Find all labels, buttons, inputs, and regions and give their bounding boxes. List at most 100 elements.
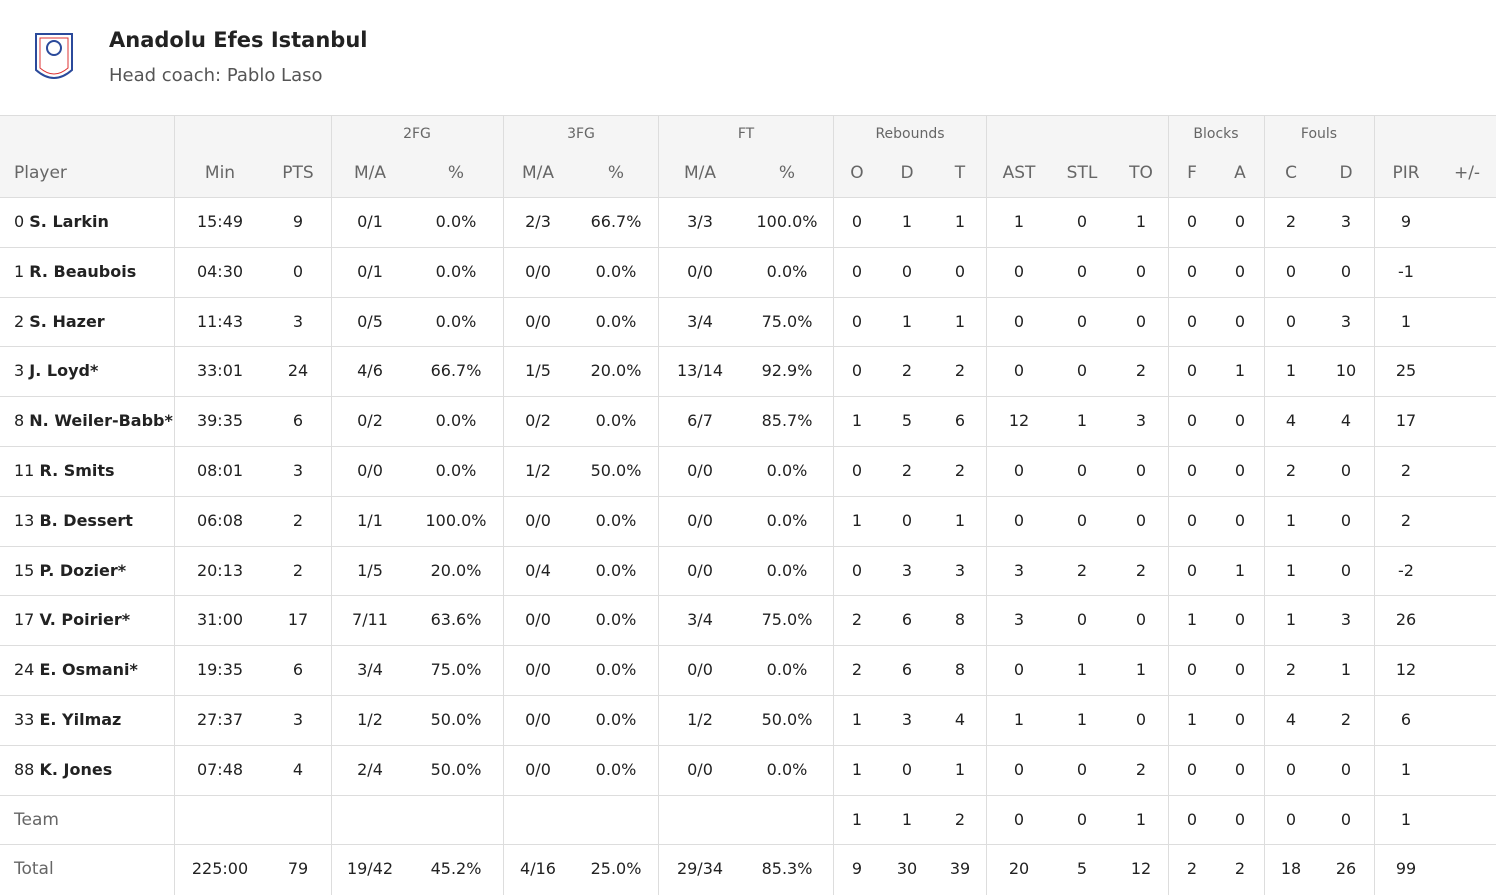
stat-cell: 0.0% — [595, 510, 637, 530]
stat-cell: 0 — [1186, 411, 1198, 431]
player-number: 0 — [14, 211, 25, 231]
column-label: D — [1339, 163, 1353, 183]
stat-cell: 2 — [851, 660, 863, 680]
stat-cell: 3/4 — [687, 610, 713, 630]
stat-cell: 0 — [1234, 261, 1246, 281]
divider — [0, 446, 1496, 447]
stat-cell: 0 — [1234, 759, 1246, 779]
stat-cell: 1/2 — [357, 709, 383, 729]
stat-cell: 63.6% — [430, 610, 482, 630]
stat-cell: 50.0% — [761, 709, 813, 729]
team-name: Anadolu Efes Istanbul — [109, 28, 368, 52]
stat-cell: 0 — [1076, 809, 1088, 829]
player-number: 33 — [14, 709, 35, 729]
stat-cell: 4 — [1285, 709, 1297, 729]
column-label: STL — [1066, 163, 1098, 183]
column-divider — [174, 115, 175, 895]
divider — [0, 695, 1496, 696]
stat-cell: 2 — [1135, 361, 1147, 381]
stat-cell: 0 — [1013, 660, 1025, 680]
stat-cell: 1 — [1340, 660, 1352, 680]
stat-cell: 66.7% — [430, 361, 482, 381]
stat-cell: 39 — [949, 859, 971, 879]
stat-cell: 0 — [851, 560, 863, 580]
player-cell: 88 K. Jones — [14, 760, 112, 780]
stat-cell: 0 — [1285, 261, 1297, 281]
stat-cell: 0 — [1234, 510, 1246, 530]
stat-cell: 2 — [1135, 759, 1147, 779]
stat-cell: 50.0% — [590, 460, 642, 480]
player-name: J. Loyd* — [29, 361, 99, 381]
column-divider — [1374, 115, 1375, 895]
stat-cell: 0.0% — [595, 411, 637, 431]
stat-cell: 2 — [954, 460, 966, 480]
column-label: Player — [14, 163, 67, 183]
player-cell: 2 S. Hazer — [14, 312, 105, 332]
stat-cell: 0 — [1340, 560, 1352, 580]
stat-cell: 1 — [901, 311, 913, 331]
stat-cell: 0 — [1285, 809, 1297, 829]
player-cell: 13 B. Dessert — [14, 511, 133, 531]
stat-cell: 1 — [1135, 660, 1147, 680]
column-label: % — [607, 163, 625, 183]
stat-cell: 1 — [851, 809, 863, 829]
stat-cell: 0 — [1135, 311, 1147, 331]
column-label: A — [1234, 163, 1246, 183]
stat-cell: 3 — [1013, 560, 1025, 580]
stat-cell: 2 — [292, 560, 304, 580]
player-cell: 1 R. Beaubois — [14, 262, 136, 282]
player-cell: 3 J. Loyd* — [14, 361, 98, 381]
column-label: Min — [204, 163, 236, 183]
column-label: O — [850, 163, 864, 183]
column-label: AST — [1002, 163, 1036, 183]
stat-cell: 0 — [901, 759, 913, 779]
stat-cell: 2 — [851, 610, 863, 630]
stat-cell: 0 — [1186, 311, 1198, 331]
stat-cell: 0 — [1013, 460, 1025, 480]
column-label: M/A — [353, 163, 387, 183]
team-logo — [35, 33, 73, 79]
stat-cell: 3 — [901, 560, 913, 580]
stat-cell: 7/11 — [352, 610, 388, 630]
player-name: E. Osmani* — [39, 660, 138, 680]
stat-cell: 0 — [1076, 610, 1088, 630]
stat-cell: 0.0% — [595, 709, 637, 729]
stat-cell: 12 — [1008, 411, 1030, 431]
stat-cell: 0 — [1186, 560, 1198, 580]
stat-cell: 0 — [1234, 610, 1246, 630]
stat-cell: 15:49 — [196, 211, 244, 231]
stat-cell: 0.0% — [595, 261, 637, 281]
stat-cell: 3 — [901, 709, 913, 729]
stat-cell: 0/0 — [687, 560, 713, 580]
player-cell: 33 E. Yilmaz — [14, 710, 121, 730]
stat-cell: 3 — [292, 460, 304, 480]
group-label: Fouls — [1300, 126, 1338, 142]
stat-cell: 0 — [1234, 460, 1246, 480]
stat-cell: 0 — [292, 261, 304, 281]
stat-cell: 1 — [1076, 660, 1088, 680]
stat-cell: 0/0 — [525, 311, 551, 331]
stat-cell: 27:37 — [196, 709, 244, 729]
divider — [0, 346, 1496, 348]
stat-cell: -2 — [1398, 560, 1414, 580]
player-name: V. Poirier* — [39, 610, 131, 630]
stat-cell: 0/0 — [525, 261, 551, 281]
stat-cell: 0/1 — [357, 261, 383, 281]
stat-cell: 0/5 — [357, 311, 383, 331]
stat-cell: 26 — [1335, 859, 1357, 879]
stat-cell: 0 — [1076, 510, 1088, 530]
player-cell: 17 V. Poirier* — [14, 610, 130, 630]
stat-cell: 225:00 — [191, 859, 249, 879]
divider — [0, 595, 1496, 597]
stat-cell: 0/1 — [357, 211, 383, 231]
stat-cell: 0 — [1234, 311, 1246, 331]
stat-cell: 0 — [1135, 709, 1147, 729]
stat-cell: 2 — [1285, 460, 1297, 480]
stat-cell: 2 — [1285, 660, 1297, 680]
stat-cell: 0.0% — [595, 660, 637, 680]
stat-cell: 0 — [1013, 510, 1025, 530]
divider — [0, 197, 1496, 198]
stat-cell: 0 — [1340, 261, 1352, 281]
stat-cell: 13/14 — [676, 361, 724, 381]
stat-cell: 2 — [1135, 560, 1147, 580]
